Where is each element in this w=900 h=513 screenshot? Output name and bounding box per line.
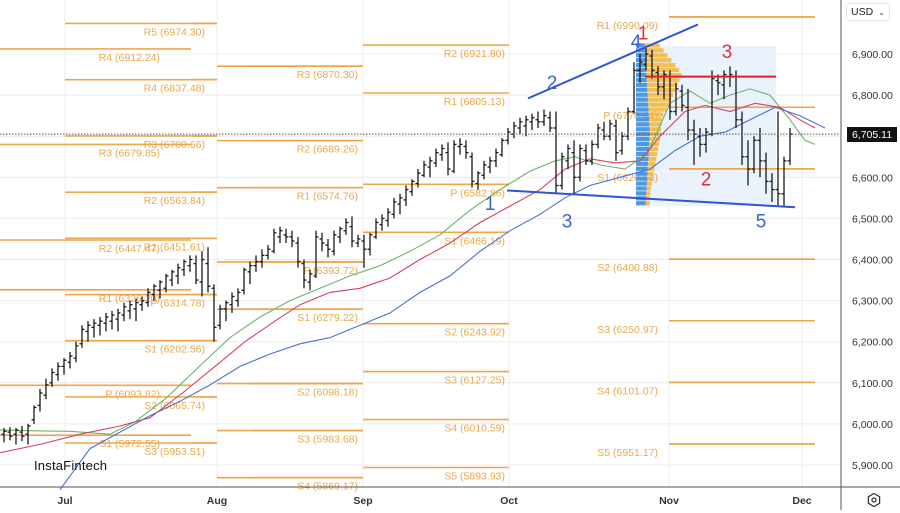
svg-text:6,100.00: 6,100.00 (852, 378, 893, 390)
svg-text:S4 (6101.07): S4 (6101.07) (597, 385, 658, 397)
chevron-down-icon: ⌄ (878, 7, 885, 17)
svg-text:6,300.00: 6,300.00 (852, 296, 893, 308)
svg-text:S2 (6400.88): S2 (6400.88) (597, 262, 658, 274)
svg-text:R1 (6451.61): R1 (6451.61) (144, 241, 205, 253)
svg-text:R1 (6990.09): R1 (6990.09) (597, 20, 658, 32)
svg-text:Jul: Jul (57, 495, 72, 507)
svg-text:S1 (5972.55): S1 (5972.55) (99, 438, 160, 450)
svg-text:R1 (6574.76): R1 (6574.76) (297, 191, 358, 203)
svg-text:3: 3 (562, 211, 573, 232)
svg-text:6,500.00: 6,500.00 (852, 213, 893, 225)
svg-text:Aug: Aug (207, 495, 227, 507)
svg-text:S3 (5953.51): S3 (5953.51) (144, 446, 205, 458)
svg-text:R1 (6326.20): R1 (6326.20) (99, 293, 160, 305)
svg-text:6,400.00: 6,400.00 (852, 255, 893, 267)
svg-text:S5 (5893.93): S5 (5893.93) (444, 470, 505, 482)
svg-text:2: 2 (547, 73, 558, 94)
svg-text:Nov: Nov (659, 495, 679, 507)
svg-text:Oct: Oct (500, 495, 518, 507)
svg-text:P (6314.78): P (6314.78) (150, 298, 205, 310)
svg-text:R5 (6974.30): R5 (6974.30) (144, 26, 205, 38)
svg-text:R1 (6805.13): R1 (6805.13) (444, 96, 505, 108)
svg-text:S2 (6098.18): S2 (6098.18) (297, 387, 358, 399)
svg-text:R3 (6870.30): R3 (6870.30) (297, 69, 358, 81)
svg-text:4: 4 (631, 32, 642, 53)
last-price-tag: 6,705.11 (847, 127, 897, 142)
svg-text:S1 (6202.56): S1 (6202.56) (144, 344, 205, 356)
svg-text:Sep: Sep (353, 495, 372, 507)
currency-label: USD (851, 6, 874, 18)
svg-text:6,900.00: 6,900.00 (852, 49, 893, 61)
svg-text:6,200.00: 6,200.00 (852, 337, 893, 349)
svg-text:R3 (6679.85): R3 (6679.85) (99, 147, 160, 159)
svg-text:3: 3 (722, 42, 733, 63)
svg-text:6,800.00: 6,800.00 (852, 90, 893, 102)
svg-text:1: 1 (638, 24, 649, 45)
svg-text:P (6093.82): P (6093.82) (105, 388, 160, 400)
svg-text:S2 (6065.74): S2 (6065.74) (144, 400, 205, 412)
currency-selector[interactable]: USD ⌄ (846, 3, 890, 21)
svg-text:R2 (6447.47): R2 (6447.47) (99, 243, 160, 255)
gear-icon[interactable] (866, 492, 882, 508)
svg-text:S2 (6243.92): S2 (6243.92) (444, 327, 505, 339)
svg-text:S3 (5983.68): S3 (5983.68) (297, 434, 358, 446)
svg-text:5: 5 (756, 211, 767, 232)
wave-annotations: 1 2 3 4 5 1 2 3 (485, 23, 796, 232)
svg-text:S3 (6250.97): S3 (6250.97) (597, 324, 658, 336)
svg-text:R2 (6921.80): R2 (6921.80) (444, 48, 505, 60)
svg-text:R4 (6912.24): R4 (6912.24) (99, 52, 160, 64)
svg-text:S1 (6279.22): S1 (6279.22) (297, 312, 358, 324)
watermark-logo: InstaFintech (34, 458, 108, 473)
svg-text:S5 (5951.17): S5 (5951.17) (597, 447, 658, 459)
svg-text:P (6393.72): P (6393.72) (303, 265, 358, 277)
svg-text:P (6582.86): P (6582.86) (450, 187, 505, 199)
svg-text:R2 (6689.26): R2 (6689.26) (297, 144, 358, 156)
svg-text:S3 (6127.25): S3 (6127.25) (444, 375, 505, 387)
pivot-levels: R4 (6912.24)R3 (6679.85)R2 (6447.47)R1 (… (0, 16, 815, 493)
svg-text:R2 (6563.84): R2 (6563.84) (144, 195, 205, 207)
svg-text:6,000.00: 6,000.00 (852, 419, 893, 431)
svg-text:S4 (6010.59): S4 (6010.59) (444, 423, 505, 435)
ohlc-bars (1, 45, 793, 445)
svg-text:R4 (6837.48): R4 (6837.48) (144, 83, 205, 95)
svg-text:2: 2 (701, 170, 712, 191)
svg-text:6,600.00: 6,600.00 (852, 172, 893, 184)
svg-text:Dec: Dec (792, 495, 811, 507)
svg-text:1: 1 (485, 194, 496, 215)
svg-text:R3 (6700.66): R3 (6700.66) (144, 139, 205, 151)
svg-text:5,900.00: 5,900.00 (852, 460, 893, 472)
